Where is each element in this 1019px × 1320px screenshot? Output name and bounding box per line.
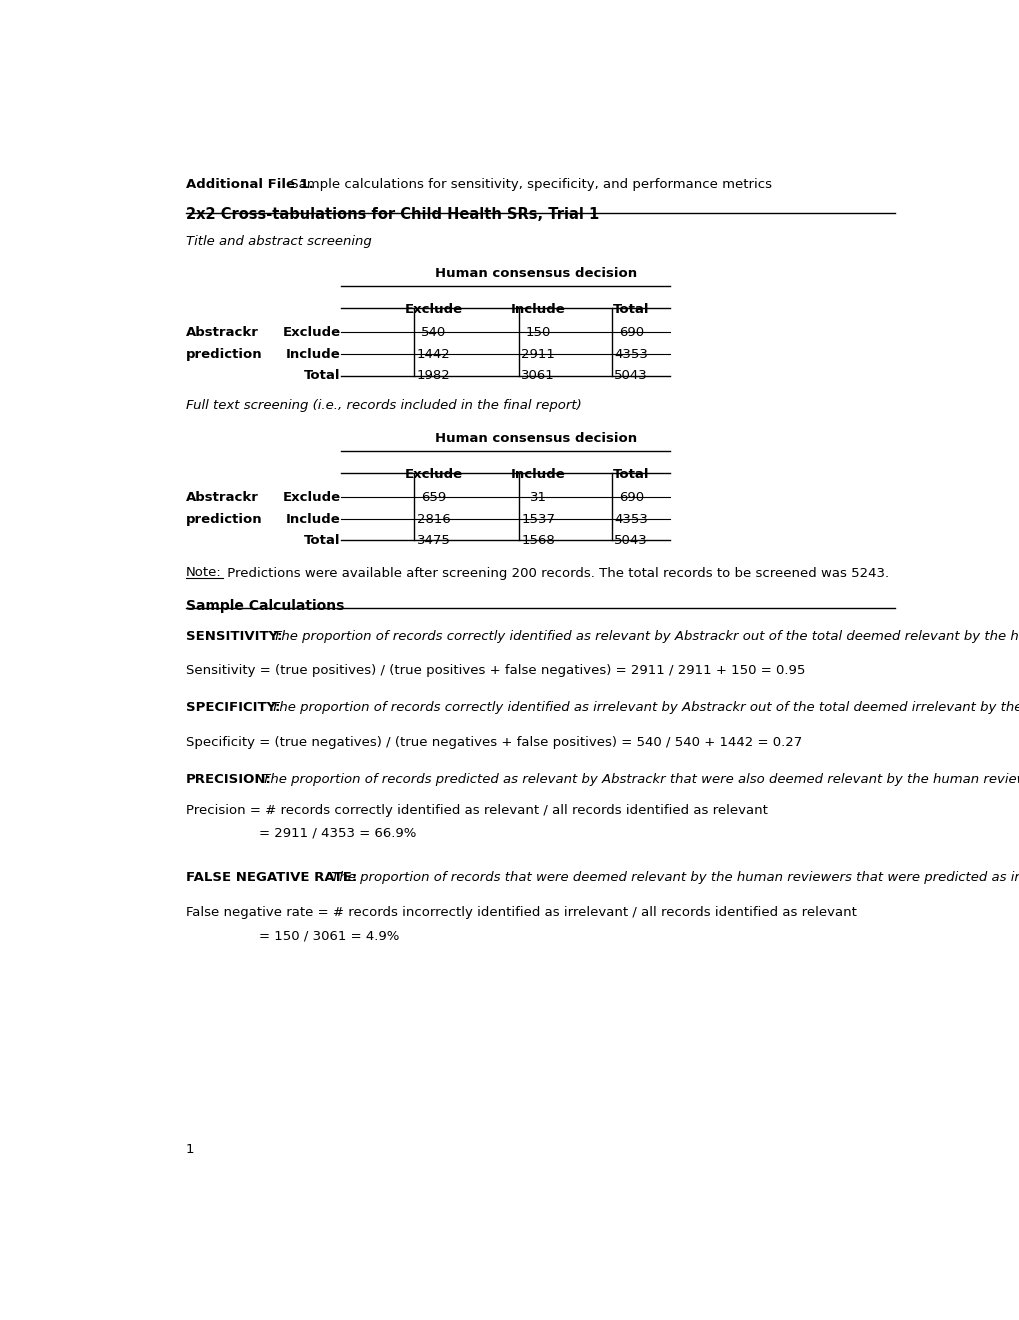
Text: 1537: 1537 [521, 512, 554, 525]
Text: Total: Total [612, 304, 649, 317]
Text: The proportion of records that were deemed relevant by the human reviewers that : The proportion of records that were deem… [326, 871, 1019, 884]
Text: Human consensus decision: Human consensus decision [435, 267, 637, 280]
Text: prediction: prediction [185, 512, 262, 525]
Text: Note:: Note: [185, 566, 221, 579]
Text: Exclude: Exclude [405, 304, 463, 317]
Text: 690: 690 [619, 326, 643, 339]
Text: PRECISION:: PRECISION: [185, 774, 271, 785]
Text: 31: 31 [529, 491, 546, 504]
Text: Exclude: Exclude [282, 326, 340, 339]
Text: 3475: 3475 [417, 535, 450, 548]
Text: Sensitivity = (true positives) / (true positives + false negatives) = 2911 / 291: Sensitivity = (true positives) / (true p… [185, 664, 804, 677]
Text: 2816: 2816 [417, 512, 450, 525]
Text: 150: 150 [525, 326, 550, 339]
Text: Human consensus decision: Human consensus decision [435, 432, 637, 445]
Text: 3061: 3061 [521, 370, 554, 383]
Text: 1568: 1568 [521, 535, 554, 548]
Text: Total: Total [612, 469, 649, 480]
Text: SPECIFICITY:: SPECIFICITY: [185, 701, 280, 714]
Text: Sample calculations for sensitivity, specificity, and performance metrics: Sample calculations for sensitivity, spe… [285, 178, 771, 190]
Text: prediction: prediction [185, 348, 262, 360]
Text: 2x2 Cross-tabulations for Child Health SRs, Trial 1: 2x2 Cross-tabulations for Child Health S… [185, 207, 598, 222]
Text: Title and abstract screening: Title and abstract screening [185, 235, 371, 248]
Text: The proportion of records correctly identified as irrelevant by Abstrackr out of: The proportion of records correctly iden… [267, 701, 1019, 714]
Text: Abstrackr: Abstrackr [185, 326, 258, 339]
Text: Abstrackr: Abstrackr [185, 491, 258, 504]
Text: 540: 540 [421, 326, 446, 339]
Text: The proportion of records correctly identified as relevant by Abstrackr out of t: The proportion of records correctly iden… [269, 630, 1019, 643]
Text: = 150 / 3061 = 4.9%: = 150 / 3061 = 4.9% [259, 929, 399, 942]
Text: Include: Include [511, 304, 566, 317]
Text: False negative rate = # records incorrectly identified as irrelevant / all recor: False negative rate = # records incorrec… [185, 906, 856, 919]
Text: Additional File 1.: Additional File 1. [185, 178, 313, 190]
Text: 5043: 5043 [613, 370, 647, 383]
Text: The proportion of records predicted as relevant by Abstrackr that were also deem: The proportion of records predicted as r… [258, 774, 1019, 785]
Text: 690: 690 [619, 491, 643, 504]
Text: Precision = # records correctly identified as relevant / all records identified : Precision = # records correctly identifi… [185, 804, 766, 817]
Text: Exclude: Exclude [282, 491, 340, 504]
Text: 1442: 1442 [417, 348, 450, 360]
Text: = 2911 / 4353 = 66.9%: = 2911 / 4353 = 66.9% [259, 826, 416, 840]
Text: Specificity = (true negatives) / (true negatives + false positives) = 540 / 540 : Specificity = (true negatives) / (true n… [185, 737, 801, 748]
Text: Include: Include [285, 512, 340, 525]
Text: 1982: 1982 [417, 370, 450, 383]
Text: 2911: 2911 [521, 348, 554, 360]
Text: Total: Total [304, 535, 340, 548]
Text: Exclude: Exclude [405, 469, 463, 480]
Text: Include: Include [511, 469, 566, 480]
Text: SENSITIVITY:: SENSITIVITY: [185, 630, 281, 643]
Text: 4353: 4353 [613, 512, 647, 525]
Text: Predictions were available after screening 200 records. The total records to be : Predictions were available after screeni… [222, 566, 889, 579]
Text: 1: 1 [185, 1143, 194, 1155]
Text: Full text screening (i.e., records included in the final report): Full text screening (i.e., records inclu… [185, 400, 581, 412]
Text: Include: Include [285, 348, 340, 360]
Text: FALSE NEGATIVE RATE:: FALSE NEGATIVE RATE: [185, 871, 357, 884]
Text: 659: 659 [421, 491, 446, 504]
Text: Total: Total [304, 370, 340, 383]
Text: 4353: 4353 [613, 348, 647, 360]
Text: 5043: 5043 [613, 535, 647, 548]
Text: Sample Calculations: Sample Calculations [185, 599, 343, 612]
